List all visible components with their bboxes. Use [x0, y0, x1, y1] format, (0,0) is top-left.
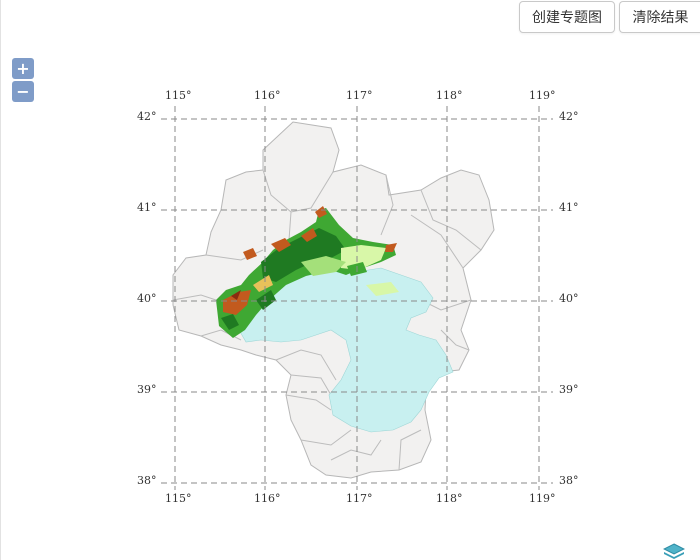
zoom-out-icon: −	[16, 82, 30, 101]
lat-label: 40°	[559, 292, 579, 305]
lat-label: 38°	[559, 474, 579, 487]
plain-coverage	[238, 264, 454, 433]
lon-label: 119°	[529, 492, 556, 505]
clear-results-label: 清除结果	[632, 10, 689, 26]
lon-labels-bottom: 115° 116° 117° 118° 119°	[165, 492, 556, 505]
lat-label: 42°	[559, 110, 579, 123]
create-thematic-map-button[interactable]: 创建专题图	[519, 1, 615, 33]
lat-label: 38°	[137, 474, 157, 487]
lon-label: 118°	[436, 492, 463, 505]
lat-labels-left: 42° 41° 40° 39° 38°	[137, 110, 157, 487]
zoom-in-icon: +	[16, 59, 30, 78]
elevation-layer	[216, 206, 399, 338]
lon-label: 118°	[436, 89, 463, 102]
lat-label: 40°	[137, 292, 157, 305]
lon-label: 116°	[254, 492, 281, 505]
create-thematic-map-label: 创建专题图	[532, 10, 602, 26]
lat-label: 41°	[559, 201, 579, 214]
graticule	[161, 106, 553, 490]
lat-label: 39°	[559, 383, 579, 396]
lon-label: 117°	[346, 89, 373, 102]
lon-labels-top: 115° 116° 117° 118° 119°	[165, 89, 556, 102]
lat-labels-right: 42° 41° 40° 39° 38°	[559, 110, 579, 487]
lat-label: 39°	[137, 383, 157, 396]
zoom-out-button[interactable]: −	[12, 81, 34, 102]
zoom-in-button[interactable]: +	[12, 58, 34, 79]
layers-icon[interactable]	[663, 543, 685, 560]
lon-label: 119°	[529, 89, 556, 102]
lon-label: 117°	[346, 492, 373, 505]
lat-label: 42°	[137, 110, 157, 123]
lat-label: 41°	[137, 201, 157, 214]
lon-label: 115°	[165, 89, 192, 102]
lon-label: 116°	[254, 89, 281, 102]
lon-label: 115°	[165, 492, 192, 505]
clear-results-button[interactable]: 清除结果	[619, 1, 700, 33]
